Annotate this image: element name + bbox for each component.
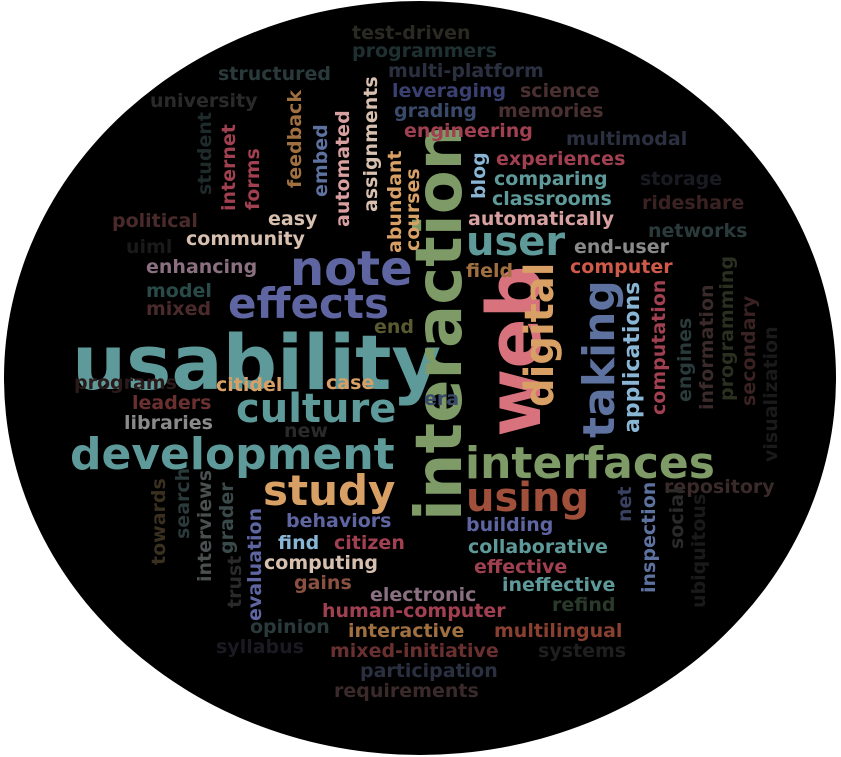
cloud-word: feedback	[284, 90, 306, 188]
cloud-background-disc	[4, 1, 836, 755]
cloud-word: rideshare	[642, 192, 745, 214]
cloud-word: using	[466, 475, 590, 521]
cloud-word: engines	[674, 317, 696, 402]
cloud-word: development	[70, 429, 395, 480]
cloud-word: human-computer	[322, 600, 506, 622]
cloud-word: visualization	[760, 326, 782, 462]
cloud-word: grading	[394, 100, 478, 122]
cloud-word: engineering	[404, 120, 533, 142]
cloud-word: repository	[664, 476, 775, 498]
cloud-word: community	[186, 228, 305, 250]
cloud-word: test-driven	[352, 22, 471, 44]
cloud-word: culture	[236, 386, 397, 432]
cloud-word: grader	[216, 482, 238, 554]
cloud-word: ineffective	[502, 574, 616, 596]
cloud-word: science	[520, 80, 600, 102]
cloud-word: find	[278, 532, 320, 554]
cloud-word: field	[466, 260, 514, 282]
cloud-word: evaluation	[244, 507, 266, 621]
cloud-word: uiml	[126, 236, 173, 258]
cloud-word: opinion	[250, 616, 330, 638]
cloud-word: mixed	[146, 298, 212, 320]
cloud-word: usability	[72, 318, 442, 407]
cloud-word: internet	[218, 124, 240, 211]
cloud-word: multimodal	[566, 128, 688, 150]
cloud-word: easy	[268, 208, 318, 230]
cloud-word: case	[326, 372, 375, 394]
cloud-word: systems	[538, 640, 627, 662]
cloud-word: multi-platform	[388, 60, 544, 82]
cloud-word: participation	[360, 660, 498, 682]
cloud-word: new	[284, 420, 328, 442]
cloud-word: programmers	[352, 40, 497, 62]
cloud-word: effective	[474, 556, 568, 578]
cloud-word: programming	[716, 255, 738, 401]
cloud-word: net	[614, 486, 636, 523]
cloud-word: model	[146, 280, 212, 302]
cloud-word: end	[374, 316, 415, 338]
cloud-word: interviews	[194, 469, 216, 582]
cloud-word: courses	[402, 168, 424, 251]
cloud-word: citidel	[216, 374, 283, 396]
cloud-word: comparing	[494, 168, 608, 190]
cloud-word: automated	[332, 110, 354, 227]
cloud-word: memories	[498, 100, 604, 122]
cloud-word: inspection	[638, 481, 660, 593]
cloud-word: trust	[224, 555, 246, 608]
cloud-word: end-user	[574, 236, 669, 258]
cloud-word: university	[150, 90, 258, 112]
cloud-word: experiences	[496, 148, 626, 170]
cloud-word: structured	[218, 63, 332, 85]
cloud-word: storage	[640, 168, 723, 190]
cloud-word: secondary	[738, 295, 760, 406]
cloud-word: computer	[570, 256, 673, 278]
cloud-word: syllabus	[216, 636, 304, 658]
cloud-word: gains	[294, 572, 352, 594]
cloud-word: programs	[74, 372, 177, 394]
cloud-word: electronic	[370, 584, 477, 606]
cloud-word: study	[263, 466, 396, 515]
cloud-word: student	[194, 111, 216, 195]
cloud-word: classrooms	[492, 188, 612, 210]
cloud-word: social	[666, 487, 688, 549]
cloud-word: computation	[648, 279, 670, 415]
cloud-word: libraries	[124, 412, 213, 434]
cloud-word: embed	[310, 124, 332, 197]
cloud-word: era	[424, 388, 460, 410]
cloud-word: behaviors	[286, 510, 392, 532]
cloud-word: computing	[264, 552, 378, 574]
cloud-word: information	[696, 284, 718, 410]
cloud-word: building	[466, 514, 554, 536]
cloud-word: interfaces	[465, 438, 715, 489]
cloud-word: multilingual	[494, 620, 623, 642]
cloud-word: interactive	[348, 620, 465, 642]
cloud-word: search	[172, 467, 194, 539]
cloud-word: forms	[242, 148, 264, 210]
cloud-word: requirements	[334, 680, 479, 702]
cloud-word: refind	[552, 594, 616, 616]
cloud-word: mixed-initiative	[330, 640, 499, 662]
cloud-word: note	[290, 241, 413, 297]
cloud-word: taking	[574, 280, 625, 438]
cloud-word: blog	[468, 152, 490, 199]
cloud-word: towards	[148, 478, 170, 565]
cloud-word: collaborative	[468, 536, 608, 558]
cloud-word: leaders	[132, 392, 212, 414]
cloud-word: citizen	[334, 532, 405, 554]
cloud-word: networks	[648, 220, 748, 242]
cloud-word: user	[466, 219, 566, 265]
cloud-word: applications	[620, 281, 645, 433]
cloud-word: digital	[517, 262, 563, 407]
cloud-word: assignments	[360, 76, 382, 212]
cloud-word: effects	[228, 279, 389, 328]
cloud-word: leveraging	[392, 80, 507, 102]
cloud-word: political	[112, 210, 198, 232]
cloud-word: enhancing	[146, 256, 258, 278]
cloud-word: automatically	[468, 208, 615, 230]
cloud-word: ubiquitous	[688, 493, 710, 608]
